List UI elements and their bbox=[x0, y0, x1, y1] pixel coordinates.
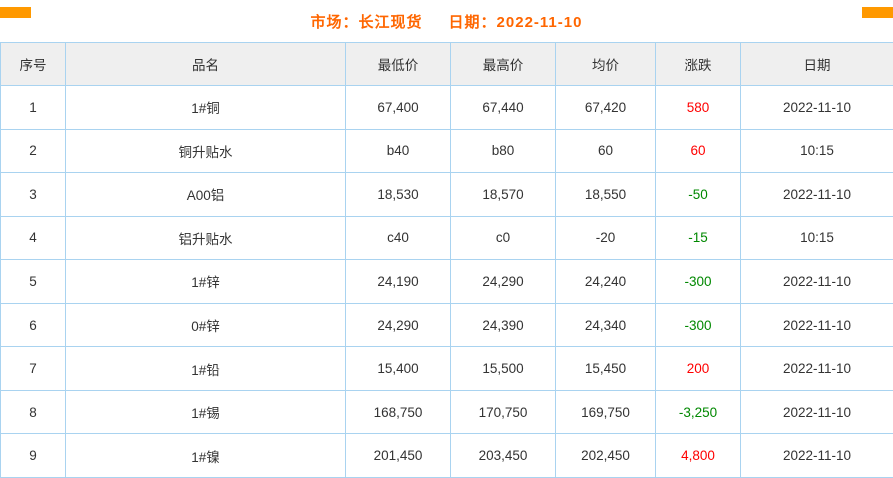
table-row: 1 1#铜 67,400 67,440 67,420 580 2022-11-10 bbox=[0, 85, 893, 130]
date-cell: 2022-11-10 bbox=[740, 172, 893, 217]
product-name: 1#铅 bbox=[65, 346, 346, 391]
lowest-price: 15,400 bbox=[345, 346, 451, 391]
date-cell: 2022-11-10 bbox=[740, 346, 893, 391]
column-header-2: 最低价 bbox=[345, 42, 451, 86]
table-row: 4 铝升贴水 c40 c0 -20 -15 10:15 bbox=[0, 215, 893, 261]
decor-orange-bar-right bbox=[862, 7, 893, 18]
lowest-price: 24,190 bbox=[345, 259, 451, 304]
date-cell: 2022-11-10 bbox=[740, 433, 893, 478]
change-value: -300 bbox=[655, 302, 741, 348]
row-number: 4 bbox=[0, 215, 66, 261]
row-number: 6 bbox=[0, 302, 66, 348]
market-label: 市场：长江现货 bbox=[310, 13, 423, 31]
average-price: 24,340 bbox=[555, 302, 656, 348]
product-name: 1#锡 bbox=[65, 389, 346, 435]
highest-price: b80 bbox=[450, 128, 556, 174]
product-name: 1#锌 bbox=[65, 259, 346, 304]
average-price: 18,550 bbox=[555, 172, 656, 217]
product-name: 0#锌 bbox=[65, 302, 346, 348]
change-value: -50 bbox=[655, 172, 741, 217]
change-value: 200 bbox=[655, 346, 741, 391]
change-value: 4,800 bbox=[655, 433, 741, 478]
row-number: 3 bbox=[0, 172, 66, 217]
table-row: 5 1#锌 24,190 24,290 24,240 -300 2022-11-10 bbox=[0, 259, 893, 304]
product-name: 1#镍 bbox=[65, 433, 346, 478]
table-row: 2 铜升贴水 b40 b80 60 60 10:15 bbox=[0, 128, 893, 174]
product-name: 1#铜 bbox=[65, 85, 346, 130]
row-number: 9 bbox=[0, 433, 66, 478]
table-row: 6 0#锌 24,290 24,390 24,340 -300 2022-11-10 bbox=[0, 302, 893, 348]
date-cell: 10:15 bbox=[740, 215, 893, 261]
column-header-0: 序号 bbox=[0, 42, 66, 86]
lowest-price: c40 bbox=[345, 215, 451, 261]
highest-price: 15,500 bbox=[450, 346, 556, 391]
decor-orange-bar-left bbox=[0, 7, 31, 18]
table-header-row: 序号 品名 最低价 最高价 均价 涨跌 日期 bbox=[0, 42, 893, 86]
column-header-5: 涨跌 bbox=[655, 42, 741, 86]
product-name: A00铝 bbox=[65, 172, 346, 217]
table-row: 3 A00铝 18,530 18,570 18,550 -50 2022-11-10 bbox=[0, 172, 893, 217]
lowest-price: 201,450 bbox=[345, 433, 451, 478]
price-table: 序号 品名 最低价 最高价 均价 涨跌 日期 1 1#铜 67,400 67,440 67,420 5… bbox=[0, 42, 893, 478]
row-number: 7 bbox=[0, 346, 66, 391]
highest-price: 18,570 bbox=[450, 172, 556, 217]
change-value: -15 bbox=[655, 215, 741, 261]
change-value: -3,250 bbox=[655, 389, 741, 435]
highest-price: 67,440 bbox=[450, 85, 556, 130]
lowest-price: 67,400 bbox=[345, 85, 451, 130]
date-cell: 10:15 bbox=[740, 128, 893, 174]
change-value: -300 bbox=[655, 259, 741, 304]
table-row: 9 1#镍 201,450 203,450 202,450 4,800 2022-11-10 bbox=[0, 433, 893, 478]
row-number: 8 bbox=[0, 389, 66, 435]
title-bar: 市场：长江现货 日期：2022-11-10 bbox=[0, 0, 893, 42]
table-body: 1 1#铜 67,400 67,440 67,420 580 2022-11-10 2 铜升贴水… bbox=[0, 85, 893, 478]
average-price: 67,420 bbox=[555, 85, 656, 130]
row-number: 1 bbox=[0, 85, 66, 130]
column-header-3: 最高价 bbox=[450, 42, 556, 86]
lowest-price: 24,290 bbox=[345, 302, 451, 348]
lowest-price: b40 bbox=[345, 128, 451, 174]
average-price: 202,450 bbox=[555, 433, 656, 478]
column-header-1: 品名 bbox=[65, 42, 346, 86]
product-name: 铝升贴水 bbox=[65, 215, 346, 261]
date-cell: 2022-11-10 bbox=[740, 389, 893, 435]
change-value: 60 bbox=[655, 128, 741, 174]
column-header-6: 日期 bbox=[740, 42, 893, 86]
average-price: 169,750 bbox=[555, 389, 656, 435]
table-row: 8 1#锡 168,750 170,750 169,750 -3,250 2022-11-1… bbox=[0, 389, 893, 435]
product-name: 铜升贴水 bbox=[65, 128, 346, 174]
date-cell: 2022-11-10 bbox=[740, 85, 893, 130]
row-number: 5 bbox=[0, 259, 66, 304]
highest-price: 24,290 bbox=[450, 259, 556, 304]
date-cell: 2022-11-10 bbox=[740, 302, 893, 348]
lowest-price: 168,750 bbox=[345, 389, 451, 435]
average-price: 24,240 bbox=[555, 259, 656, 304]
average-price: -20 bbox=[555, 215, 656, 261]
highest-price: 203,450 bbox=[450, 433, 556, 478]
date-cell: 2022-11-10 bbox=[740, 259, 893, 304]
change-value: 580 bbox=[655, 85, 741, 130]
highest-price: c0 bbox=[450, 215, 556, 261]
page-title: 市场：长江现货 日期：2022-11-10 bbox=[311, 11, 583, 32]
average-price: 60 bbox=[555, 128, 656, 174]
average-price: 15,450 bbox=[555, 346, 656, 391]
lowest-price: 18,530 bbox=[345, 172, 451, 217]
table-row: 7 1#铅 15,400 15,500 15,450 200 2022-11-10 bbox=[0, 346, 893, 391]
row-number: 2 bbox=[0, 128, 66, 174]
column-header-4: 均价 bbox=[555, 42, 656, 86]
highest-price: 170,750 bbox=[450, 389, 556, 435]
highest-price: 24,390 bbox=[450, 302, 556, 348]
date-label: 日期：2022-11-10 bbox=[448, 13, 583, 31]
